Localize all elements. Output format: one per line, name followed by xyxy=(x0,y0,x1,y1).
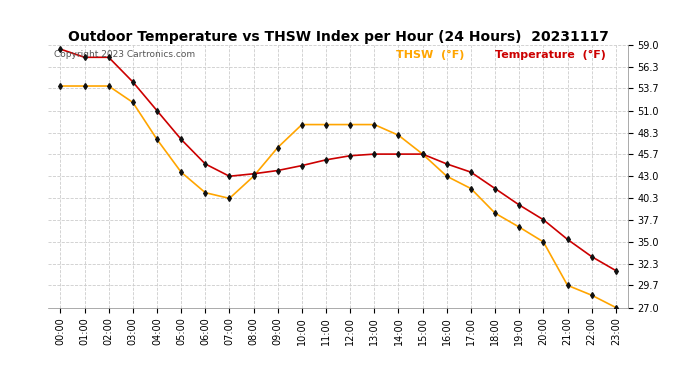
Text: Copyright 2023 Cartronics.com: Copyright 2023 Cartronics.com xyxy=(54,50,195,59)
Title: Outdoor Temperature vs THSW Index per Hour (24 Hours)  20231117: Outdoor Temperature vs THSW Index per Ho… xyxy=(68,30,609,44)
Text: Temperature  (°F): Temperature (°F) xyxy=(495,50,605,60)
Text: THSW  (°F): THSW (°F) xyxy=(396,50,464,60)
